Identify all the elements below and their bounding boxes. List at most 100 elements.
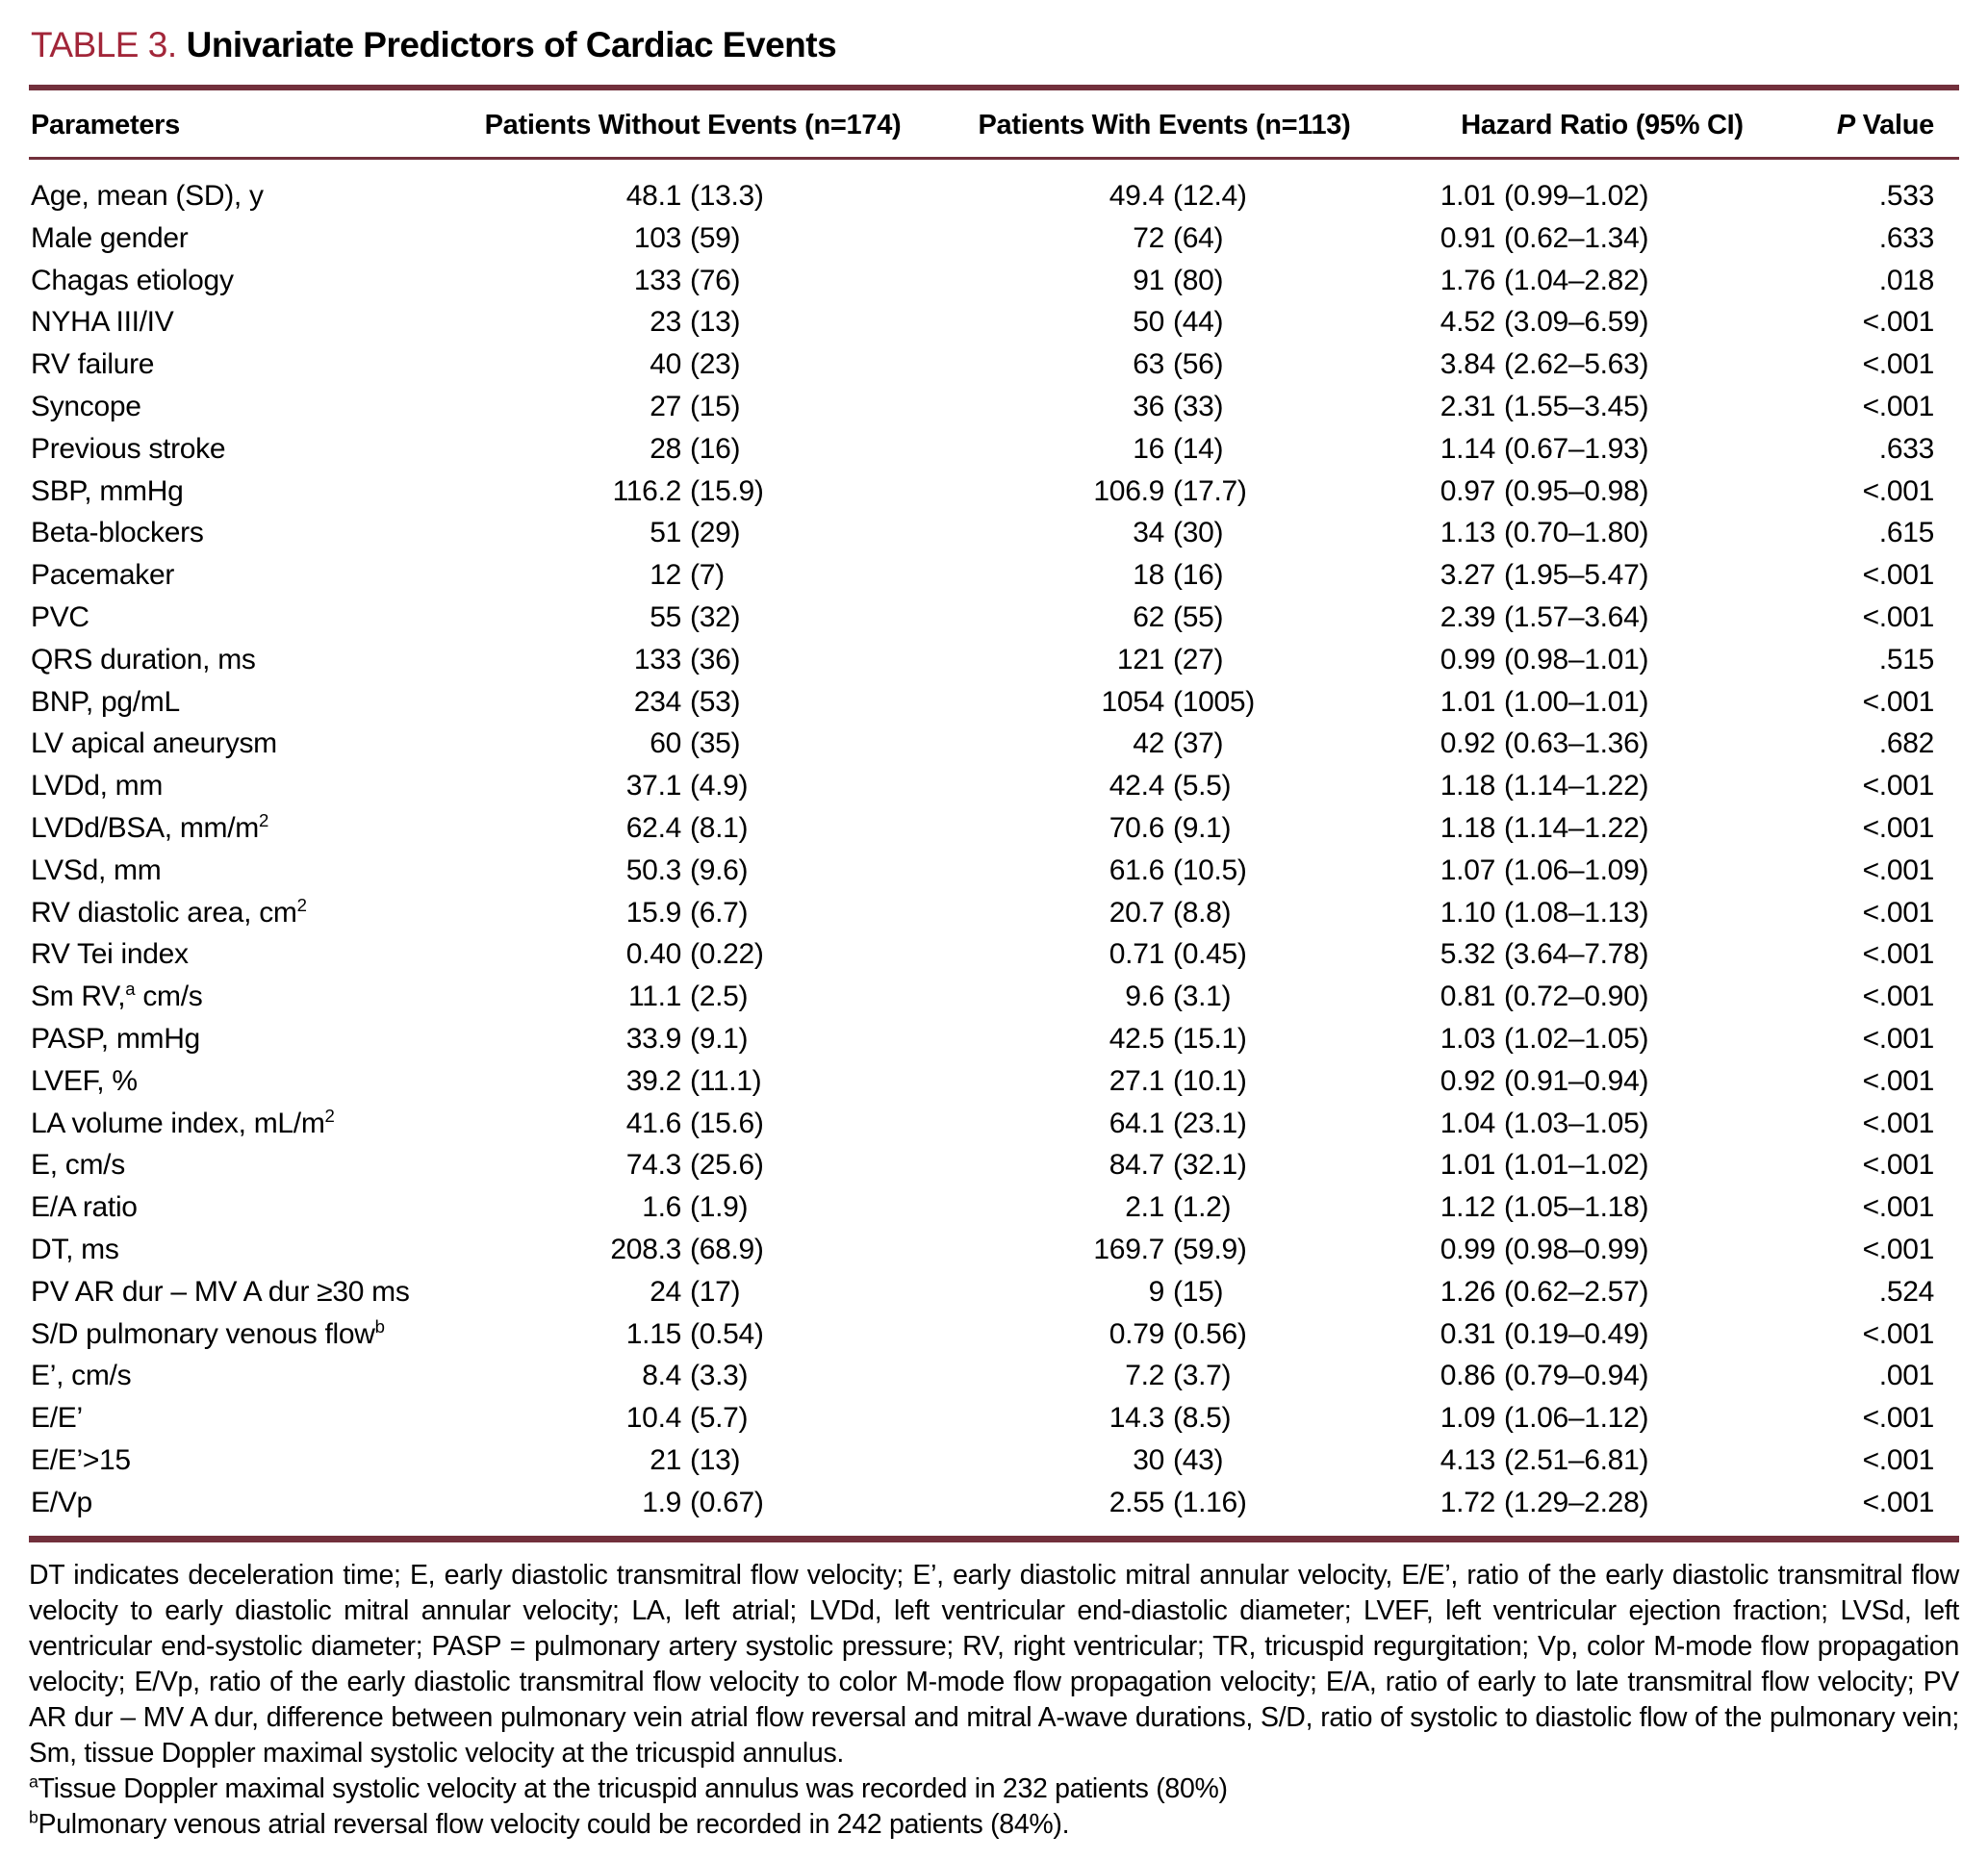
paren-text: (17) bbox=[690, 1275, 741, 1308]
paren-text: (23) bbox=[690, 348, 741, 381]
paren-text: (30) bbox=[1173, 517, 1224, 549]
hazard-ratio-cell: 1.03 (1.02–1.05) bbox=[1395, 1018, 1809, 1060]
with-events-cell: 27.1 (10.1) bbox=[933, 1060, 1395, 1103]
paren-text: (0.67) bbox=[690, 1486, 764, 1518]
paren-text: (36) bbox=[690, 643, 741, 675]
paren-text: (9.6) bbox=[690, 854, 749, 886]
paren-text: (0.62–2.57) bbox=[1504, 1275, 1649, 1308]
without-events-cell: 1.6 (1.9) bbox=[452, 1186, 933, 1229]
table-row: LV apical aneurysm 60 (35) 42 (37) 0.92 (0.63–… bbox=[29, 723, 1959, 765]
paren-text: (0.98–1.01) bbox=[1504, 643, 1649, 675]
with-events-cell: 121 (27) bbox=[933, 639, 1395, 681]
value-text: 0.99 bbox=[1440, 643, 1496, 675]
paren-text: (0.22) bbox=[690, 938, 764, 971]
parameter-cell: SBP, mmHg bbox=[31, 474, 184, 507]
paren-text: (16) bbox=[690, 432, 741, 465]
paren-text: (10.1) bbox=[1173, 1064, 1247, 1097]
value-text: 18 bbox=[1133, 559, 1164, 592]
paren-text: (59) bbox=[690, 221, 741, 254]
p-value-cell: <.001 bbox=[1862, 1022, 1935, 1055]
value-text: 1.01 bbox=[1440, 1149, 1496, 1182]
paren-text: (27) bbox=[1173, 643, 1224, 675]
without-events-cell: 12 (7) bbox=[452, 554, 933, 597]
without-events-cell: 62.4 (8.1) bbox=[452, 807, 933, 850]
without-events-cell: 15.9 (6.7) bbox=[452, 892, 933, 934]
with-events-cell: 18 (16) bbox=[933, 554, 1395, 597]
value-text: 169.7 bbox=[1093, 1233, 1164, 1265]
without-events-cell: 40 (23) bbox=[452, 344, 933, 386]
value-text: 36 bbox=[1133, 390, 1164, 422]
paren-text: (13) bbox=[690, 1443, 741, 1476]
paren-text: (17.7) bbox=[1173, 474, 1247, 507]
p-value-cell: <.001 bbox=[1862, 1443, 1935, 1476]
hazard-ratio-cell: 4.13 (2.51–6.81) bbox=[1395, 1440, 1809, 1482]
without-events-cell: 0.40 (0.22) bbox=[452, 933, 933, 976]
parameter-cell: LVDd/BSA, mm/m2 bbox=[31, 809, 269, 844]
p-value-cell: .515 bbox=[1878, 643, 1935, 675]
without-events-cell: 51 (29) bbox=[452, 512, 933, 554]
without-events-cell: 21 (13) bbox=[452, 1440, 933, 1482]
p-value-cell: <.001 bbox=[1862, 348, 1935, 381]
without-events-cell: 1.9 (0.67) bbox=[452, 1482, 933, 1539]
p-value-cell: <.001 bbox=[1862, 981, 1935, 1013]
value-text: 34 bbox=[1133, 517, 1164, 549]
paren-text: (29) bbox=[690, 517, 741, 549]
with-events-cell: 70.6 (9.1) bbox=[933, 807, 1395, 850]
table-row: LVDd, mm 37.1 (4.9) 42.4 (5.5) 1.18 (1.14–1.22… bbox=[29, 765, 1959, 807]
without-events-cell: 39.2 (11.1) bbox=[452, 1060, 933, 1103]
hazard-ratio-cell: 0.99 (0.98–1.01) bbox=[1395, 639, 1809, 681]
value-text: 1.09 bbox=[1440, 1402, 1496, 1435]
without-events-cell: 8.4 (3.3) bbox=[452, 1355, 933, 1397]
with-events-cell: 14.3 (8.5) bbox=[933, 1397, 1395, 1440]
table-row: E, cm/s 74.3 (25.6) 84.7 (32.1) 1.01 (1.01–1.0… bbox=[29, 1144, 1959, 1186]
paren-text: (3.1) bbox=[1173, 981, 1232, 1013]
value-text: 84.7 bbox=[1109, 1149, 1165, 1182]
with-events-cell: 9.6 (3.1) bbox=[933, 976, 1395, 1018]
value-text: 0.91 bbox=[1440, 221, 1496, 254]
value-text: 121 bbox=[1116, 643, 1164, 675]
paren-text: (1.06–1.12) bbox=[1504, 1402, 1649, 1435]
value-text: 27.1 bbox=[1109, 1064, 1165, 1097]
paren-text: (23.1) bbox=[1173, 1107, 1247, 1139]
p-value-cell: <.001 bbox=[1862, 770, 1935, 803]
with-events-cell: 7.2 (3.7) bbox=[933, 1355, 1395, 1397]
hazard-ratio-cell: 1.01 (0.99–1.02) bbox=[1395, 159, 1809, 217]
hazard-ratio-cell: 0.81 (0.72–0.90) bbox=[1395, 976, 1809, 1018]
parameter-cell: LVEF, % bbox=[31, 1064, 138, 1097]
value-text: 60 bbox=[650, 727, 681, 760]
parameter-cell: E/A ratio bbox=[31, 1191, 138, 1224]
hazard-ratio-cell: 0.31 (0.19–0.49) bbox=[1395, 1313, 1809, 1356]
paren-text: (1.55–3.45) bbox=[1504, 390, 1649, 422]
table-row: RV diastolic area, cm2 15.9 (6.7) 20.7 (8.8)… bbox=[29, 892, 1959, 934]
paren-text: (1.29–2.28) bbox=[1504, 1486, 1649, 1518]
value-text: 2.55 bbox=[1109, 1486, 1165, 1518]
paren-text: (3.3) bbox=[690, 1360, 749, 1392]
paren-text: (2.5) bbox=[690, 981, 749, 1013]
footnote-a-marker: a bbox=[29, 1771, 38, 1791]
hazard-ratio-cell: 1.76 (1.04–2.82) bbox=[1395, 260, 1809, 302]
p-value-cell: .615 bbox=[1878, 517, 1935, 549]
paren-text: (0.45) bbox=[1173, 938, 1247, 971]
hazard-ratio-cell: 1.01 (1.01–1.02) bbox=[1395, 1144, 1809, 1186]
paren-text: (0.70–1.80) bbox=[1504, 517, 1649, 549]
value-text: 62 bbox=[1133, 600, 1164, 633]
value-text: 42.5 bbox=[1109, 1022, 1165, 1055]
without-events-cell: 33.9 (9.1) bbox=[452, 1018, 933, 1060]
hazard-ratio-cell: 1.18 (1.14–1.22) bbox=[1395, 807, 1809, 850]
without-events-cell: 37.1 (4.9) bbox=[452, 765, 933, 807]
value-text: 3.84 bbox=[1440, 348, 1496, 381]
parameter-cell: Male gender bbox=[31, 221, 189, 254]
table-row: E/Vp 1.9 (0.67) 2.55 (1.16) 1.72 (1.29–2.28) <.… bbox=[29, 1482, 1959, 1539]
with-events-cell: 1054 (1005) bbox=[933, 681, 1395, 724]
value-text: 9 bbox=[1148, 1275, 1165, 1308]
value-text: 0.81 bbox=[1440, 981, 1496, 1013]
value-text: 1.6 bbox=[642, 1191, 681, 1224]
parameter-cell: E/E’ bbox=[31, 1402, 83, 1435]
parameter-cell: QRS duration, ms bbox=[31, 643, 256, 675]
value-text: 1.10 bbox=[1440, 896, 1496, 929]
value-text: 1.04 bbox=[1440, 1107, 1496, 1139]
p-value-cell: .533 bbox=[1878, 180, 1935, 212]
footnote-b-marker: b bbox=[29, 1807, 38, 1826]
p-value-cell: <.001 bbox=[1862, 1149, 1935, 1182]
paren-text: (8.1) bbox=[690, 811, 749, 844]
